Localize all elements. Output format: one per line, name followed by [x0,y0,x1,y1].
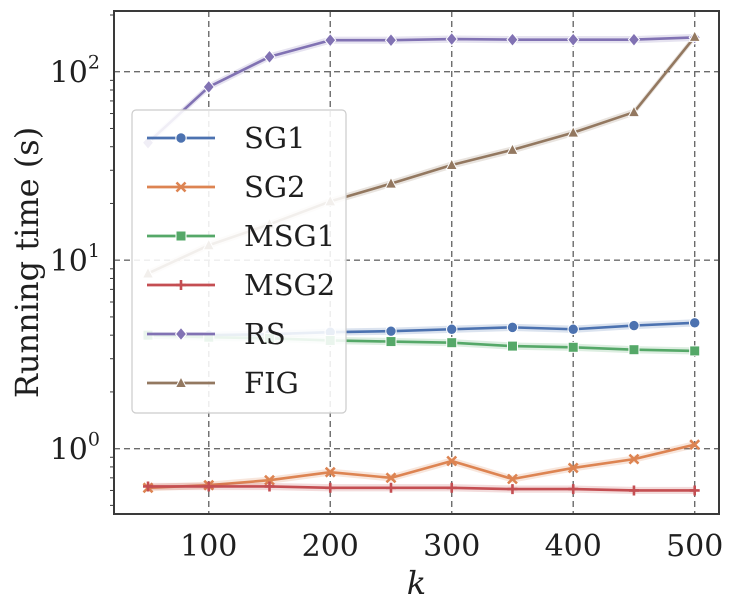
data-point-msg1 [506,340,518,352]
x-tick-label: 100 [180,529,237,564]
data-point-sg2 [689,439,701,451]
legend-marker-msg1 [175,230,187,242]
y-tick-label: 101 [50,240,100,279]
x-tick-label: 200 [302,529,359,564]
legend-label-fig: FIG [244,366,299,400]
data-point-msg2 [143,481,154,492]
data-point-sg1 [385,325,397,337]
x-axis-ticks: 100 200 300 400 500 [180,529,723,564]
data-point-fig [506,142,519,155]
legend-marker-rs [174,326,188,342]
x-axis-label: k [407,564,426,602]
legend-marker-sg2 [175,181,187,193]
data-point-fig [566,125,580,138]
legend-label-msg1: MSG1 [244,219,335,253]
legend-item-msg2: MSG2 [147,268,335,302]
data-point-sg2 [385,472,397,484]
plot-frame [113,10,720,515]
data-point-sg1 [628,319,640,332]
series-rs-line [147,36,695,144]
data-point-msg1 [385,336,397,348]
data-point-fig [627,105,641,118]
legend-label-msg2: MSG2 [244,268,335,302]
data-point-rs [324,32,337,48]
series-sg2-line [147,443,696,490]
data-point-sg2 [324,466,336,478]
legend-item-sg1: SG1 [147,121,305,155]
legend-item-msg1: MSG1 [147,219,335,253]
data-point-sg1 [567,323,579,335]
data-point-rs [445,31,458,47]
y-tick-label: 100 [50,429,100,468]
data-point-msg1 [446,337,458,349]
data-point-sg1 [689,317,701,329]
y-tick-label: 102 [50,52,100,91]
data-point-msg2 [689,485,700,496]
legend-label-sg2: SG2 [244,170,305,204]
data-point-rs [627,32,641,47]
data-point-fig [384,176,398,189]
x-tick-label: 300 [423,529,480,564]
data-point-msg2 [568,484,579,495]
x-tick-label: 500 [666,529,723,564]
series-msg2-line [148,485,695,492]
data-point-rs [202,79,215,95]
data-point-msg2 [385,482,396,493]
y-axis-ticks: 100 101 102 [50,14,114,506]
data-point-msg2 [628,485,639,496]
data-point-msg1 [567,341,579,353]
data-point-msg2 [325,482,336,493]
data-point-sg2 [628,453,640,465]
legend-label-sg1: SG1 [244,121,305,155]
data-point-fig [445,157,459,170]
legend-item-sg2: SG2 [147,170,305,204]
data-point-sg2 [567,462,579,474]
data-point-msg2 [264,481,275,492]
data-point-sg2 [446,455,458,467]
data-point-fig [688,29,702,42]
data-point-rs [263,49,276,65]
data-point-msg2 [446,482,457,493]
legend-item-rs: RS [147,317,286,351]
series-msg2 [143,481,700,496]
legend-marker-sg1 [175,132,187,144]
data-point-rs [506,32,519,47]
data-point-sg1 [446,323,458,335]
data-point-sg1 [506,321,519,334]
data-point-sg2 [264,474,275,486]
data-point-msg1 [628,344,640,356]
legend-marker-fig [174,375,188,388]
y-axis-label: Running time (s) [8,127,46,398]
data-point-msg2 [203,481,214,492]
data-point-msg1 [689,345,701,357]
data-point-msg2 [507,484,518,495]
legend-box [131,109,347,414]
legend-marker-msg2 [176,280,186,290]
data-point-rs [384,32,398,48]
data-point-rs [567,32,580,47]
legend-item-fig: FIG [147,366,299,400]
series-sg2 [142,439,701,494]
data-point-sg2 [507,473,518,485]
legend-label-rs: RS [244,317,286,351]
x-tick-label: 400 [545,529,602,564]
legend: SG1 SG2 MSG1 MSG2 RS FIG [131,109,347,414]
